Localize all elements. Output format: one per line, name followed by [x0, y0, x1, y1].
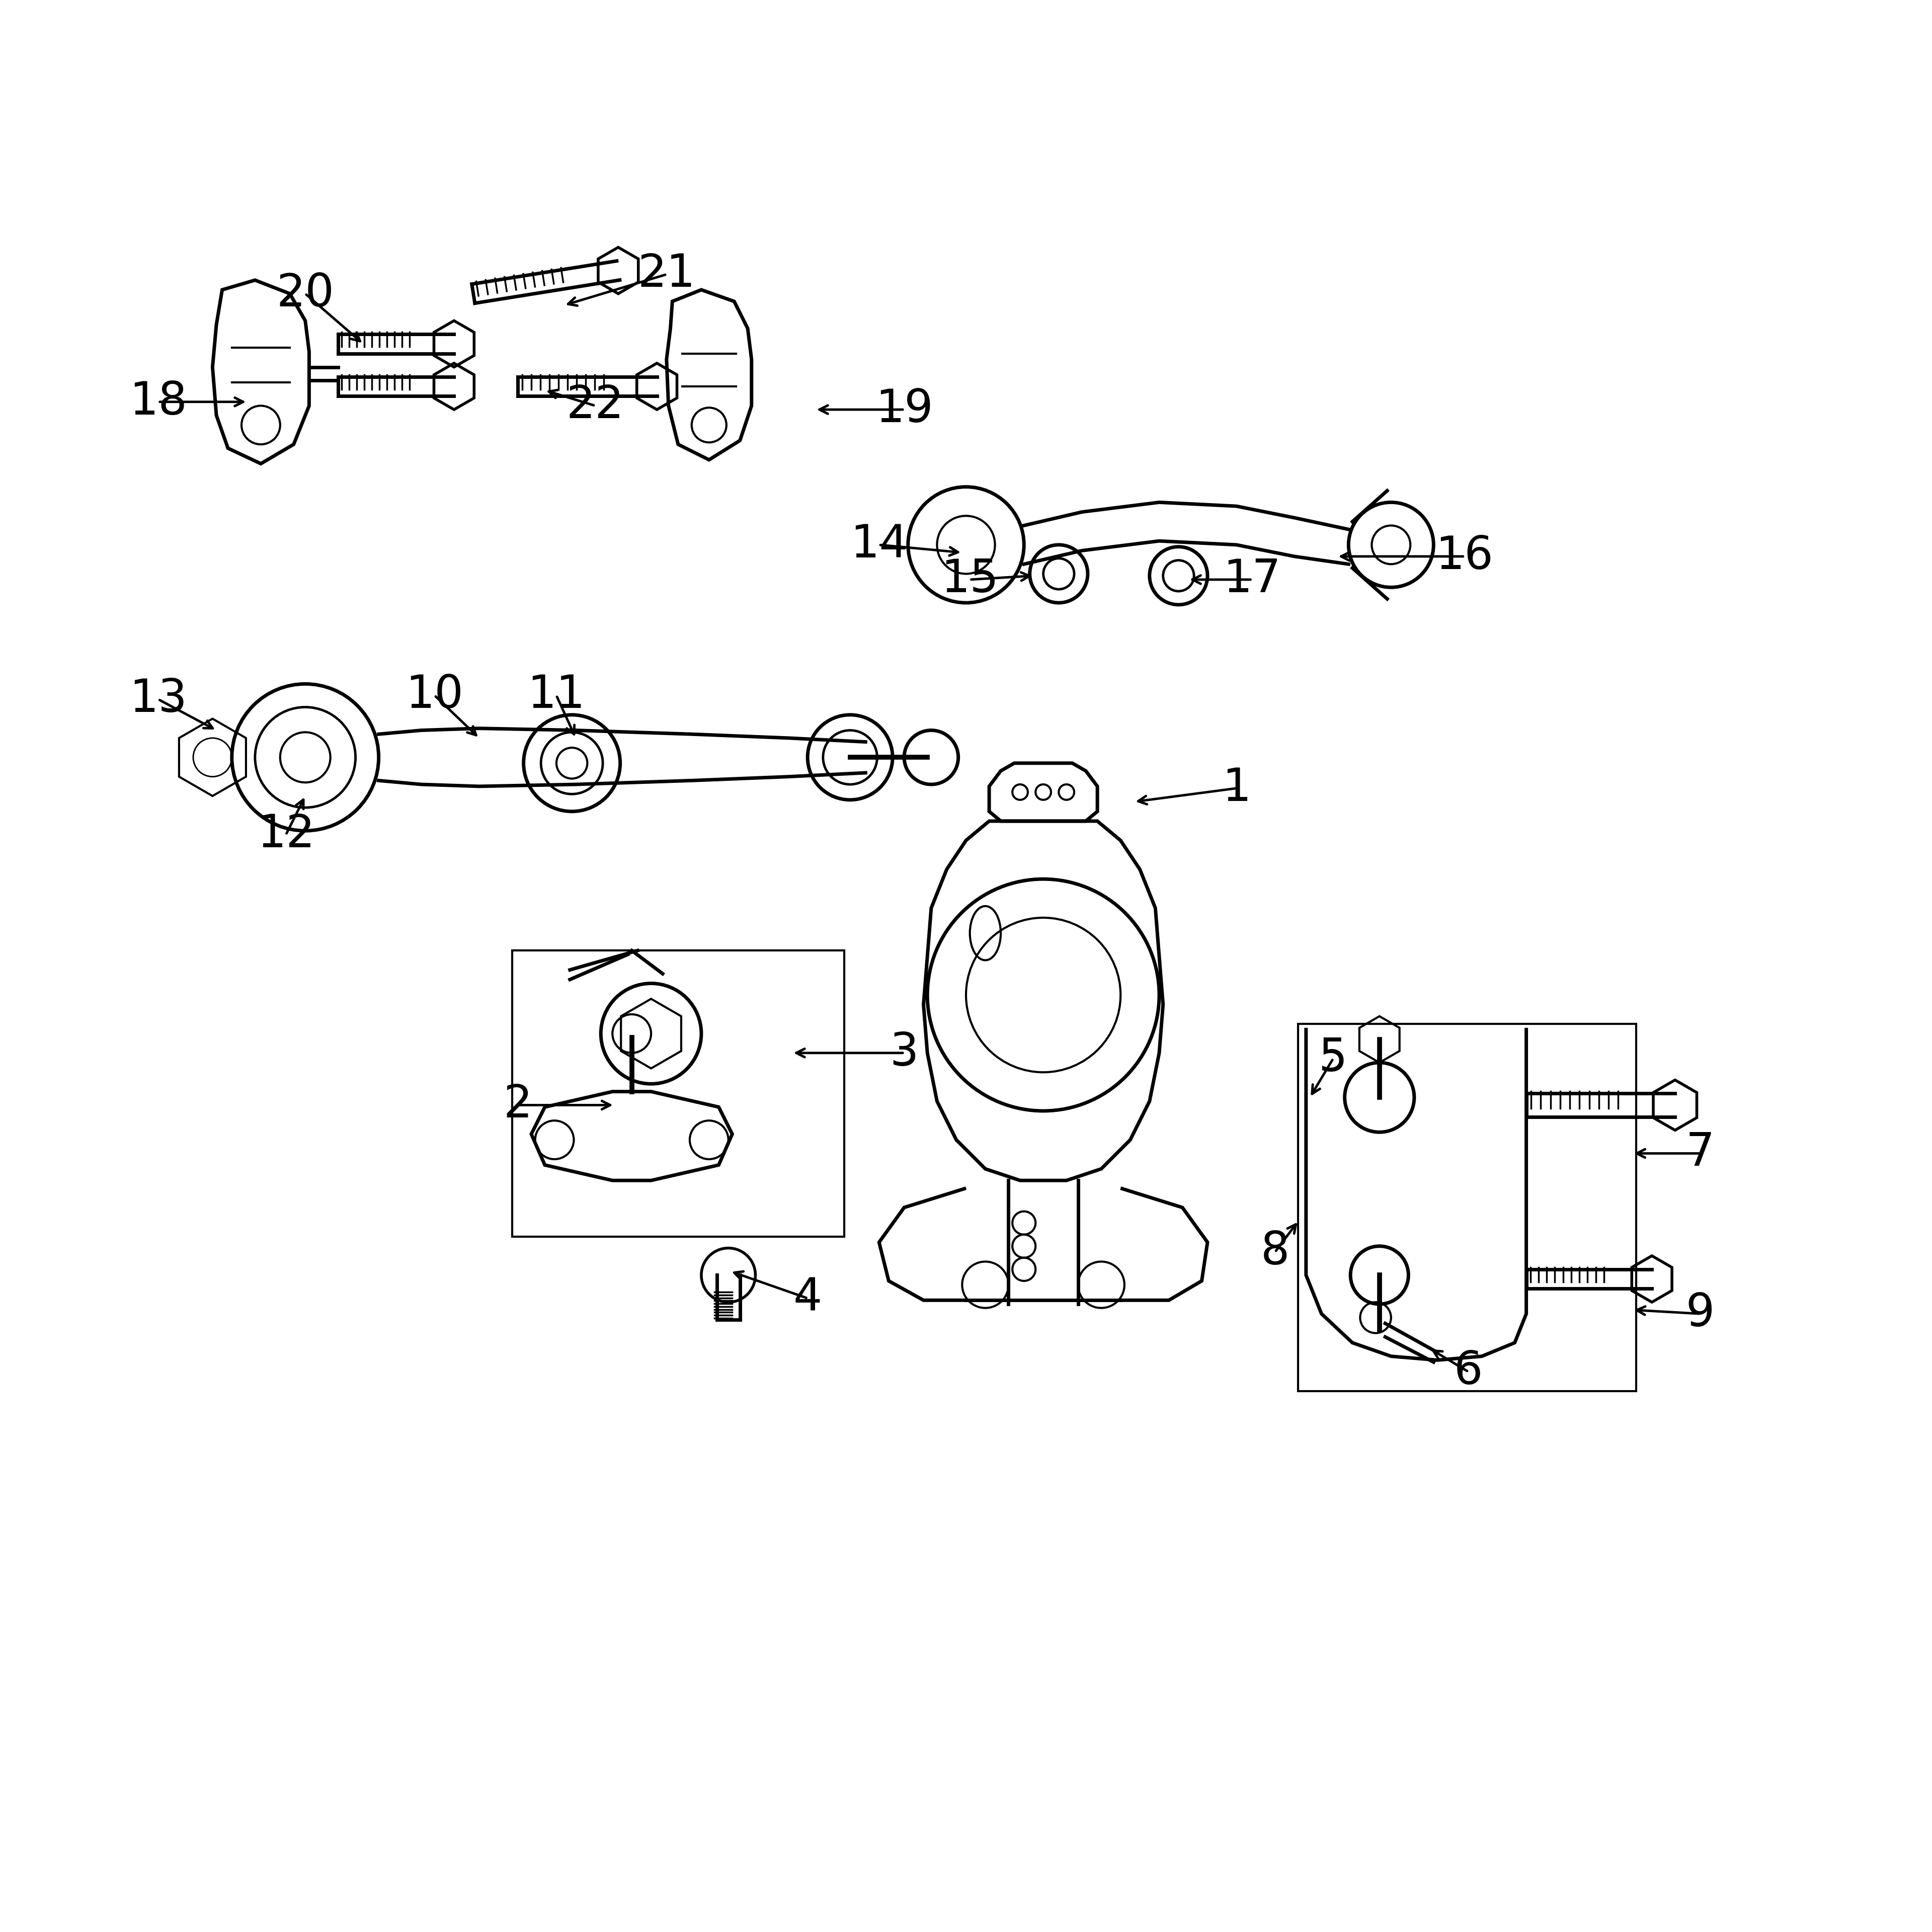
Text: 12: 12	[257, 813, 315, 856]
Bar	[1298, 1024, 1636, 1391]
Text: 22: 22	[566, 384, 624, 427]
Text: 15: 15	[941, 558, 999, 601]
Text: 3: 3	[891, 1032, 918, 1074]
Text: 11: 11	[527, 674, 585, 717]
Text: 6: 6	[1455, 1350, 1482, 1393]
Text: 16: 16	[1435, 535, 1493, 578]
Text: 8: 8	[1262, 1231, 1289, 1273]
Text: 13: 13	[129, 678, 187, 721]
Text: 1: 1	[1223, 767, 1250, 810]
Text: 2: 2	[504, 1084, 531, 1126]
Text: 10: 10	[406, 674, 464, 717]
Text: 14: 14	[850, 524, 908, 566]
Text: 21: 21	[638, 253, 696, 296]
Text: 19: 19	[875, 388, 933, 431]
Bar	[512, 951, 844, 1236]
Text: 5: 5	[1320, 1037, 1347, 1080]
Text: 18: 18	[129, 381, 187, 423]
Text: 9: 9	[1687, 1293, 1714, 1335]
Text: 20: 20	[276, 272, 334, 315]
Text: 17: 17	[1223, 558, 1281, 601]
Text: 4: 4	[794, 1277, 821, 1320]
Text: 7: 7	[1687, 1132, 1714, 1175]
